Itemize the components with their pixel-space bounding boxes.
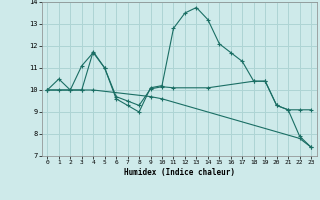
X-axis label: Humidex (Indice chaleur): Humidex (Indice chaleur) bbox=[124, 168, 235, 177]
